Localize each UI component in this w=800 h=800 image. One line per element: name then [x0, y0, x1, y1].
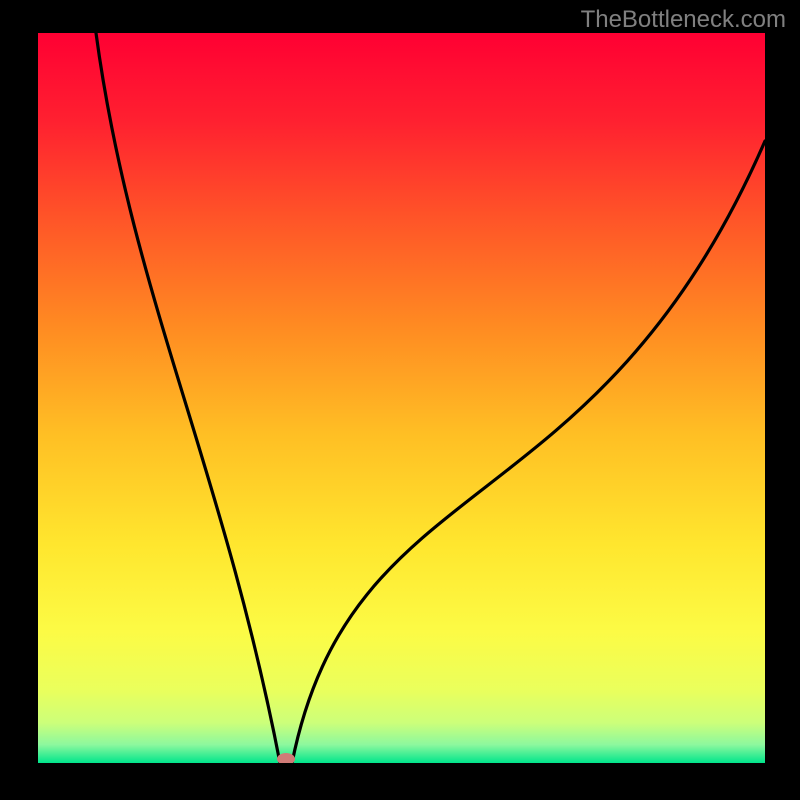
plot-svg — [38, 33, 765, 763]
watermark-text: TheBottleneck.com — [581, 6, 786, 34]
gradient-background — [38, 33, 765, 763]
plot-area — [38, 33, 765, 763]
